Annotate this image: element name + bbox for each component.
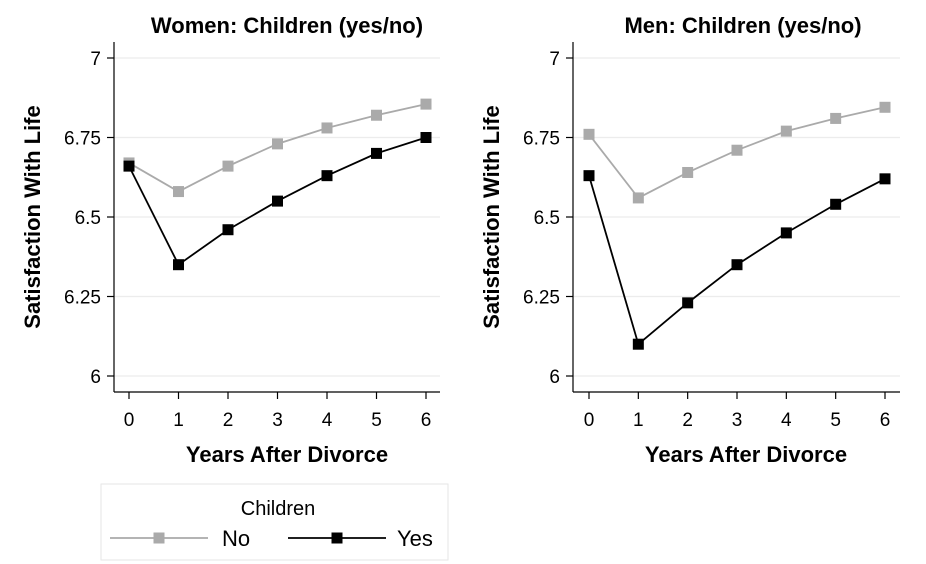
data-point-yes [780, 227, 792, 239]
panel-men: Men: Children (yes/no) 6 6.25 6.5 6.75 7 0 1 2 3 4… [479, 13, 900, 467]
data-point-yes [272, 195, 283, 207]
data-point-yes [879, 173, 891, 185]
chart-title: Men: Children (yes/no) [624, 13, 861, 38]
y-tick-label: 6.25 [523, 288, 560, 309]
x-axis-label: Years After Divorce [645, 442, 847, 467]
panel-women: Women: Children (yes/no) 6 6.25 6.5 6.75 7 0 1 2… [20, 13, 440, 467]
data-point-yes [632, 338, 644, 350]
y-tick-label: 6 [90, 367, 101, 388]
x-tick-label: 3 [272, 410, 283, 431]
legend-frame [100, 483, 449, 561]
data-point-yes [173, 259, 184, 271]
x-tick-label: 6 [880, 410, 891, 431]
x-tick-label: 3 [732, 410, 743, 431]
data-point-yes [682, 297, 694, 309]
y-tick-label: 6.5 [75, 208, 101, 229]
data-point-no [272, 138, 283, 150]
x-tick-label: 5 [830, 410, 841, 431]
x-tick-label: 4 [322, 410, 333, 431]
data-point-no [731, 144, 743, 156]
x-tick-label: 1 [633, 410, 644, 431]
chart-title: Women: Children (yes/no) [151, 13, 423, 38]
data-point-no [780, 125, 792, 137]
data-point-no [682, 166, 694, 178]
x-tick-label: 5 [371, 410, 382, 431]
legend: Children No Yes [100, 483, 449, 561]
data-point-yes [583, 170, 595, 182]
data-point-yes [731, 259, 743, 271]
data-point-no [222, 160, 234, 172]
x-tick-label: 2 [223, 410, 234, 431]
x-tick-label: 1 [173, 410, 184, 431]
legend-title: Children [241, 498, 315, 520]
y-tick-label: 6.75 [523, 129, 560, 150]
data-point-no [632, 192, 644, 204]
x-tick-label: 0 [124, 410, 135, 431]
data-point-yes [222, 224, 234, 236]
y-tick-label: 6.5 [534, 208, 560, 229]
x-tick-label: 4 [781, 410, 792, 431]
y-tick-label: 7 [549, 49, 560, 70]
data-point-yes [321, 170, 333, 182]
y-axis-label: Satisfaction With Life [20, 105, 45, 328]
y-tick-label: 6.75 [64, 129, 101, 150]
data-point-no [879, 101, 891, 113]
legend-label-yes: Yes [397, 526, 433, 551]
x-tick-label: 6 [421, 410, 432, 431]
x-axis-label: Years After Divorce [186, 442, 388, 467]
data-point-no [830, 112, 842, 124]
data-point-no [420, 98, 432, 110]
data-point-yes [420, 132, 432, 143]
data-point-yes [123, 160, 135, 172]
x-tick-label: 2 [682, 410, 693, 431]
y-tick-label: 6.25 [64, 288, 101, 309]
legend-marker-no [153, 532, 165, 544]
data-point-no [173, 186, 184, 198]
data-point-no [371, 109, 382, 121]
data-point-yes [830, 198, 842, 210]
y-tick-label: 7 [90, 49, 101, 70]
legend-marker-yes [331, 532, 343, 544]
data-point-no [321, 122, 333, 134]
y-axis-label: Satisfaction With Life [479, 105, 504, 328]
data-point-yes [371, 147, 382, 159]
y-tick-label: 6 [549, 367, 560, 388]
data-point-no [583, 128, 595, 140]
x-tick-label: 0 [584, 410, 595, 431]
legend-label-no: No [222, 526, 250, 551]
